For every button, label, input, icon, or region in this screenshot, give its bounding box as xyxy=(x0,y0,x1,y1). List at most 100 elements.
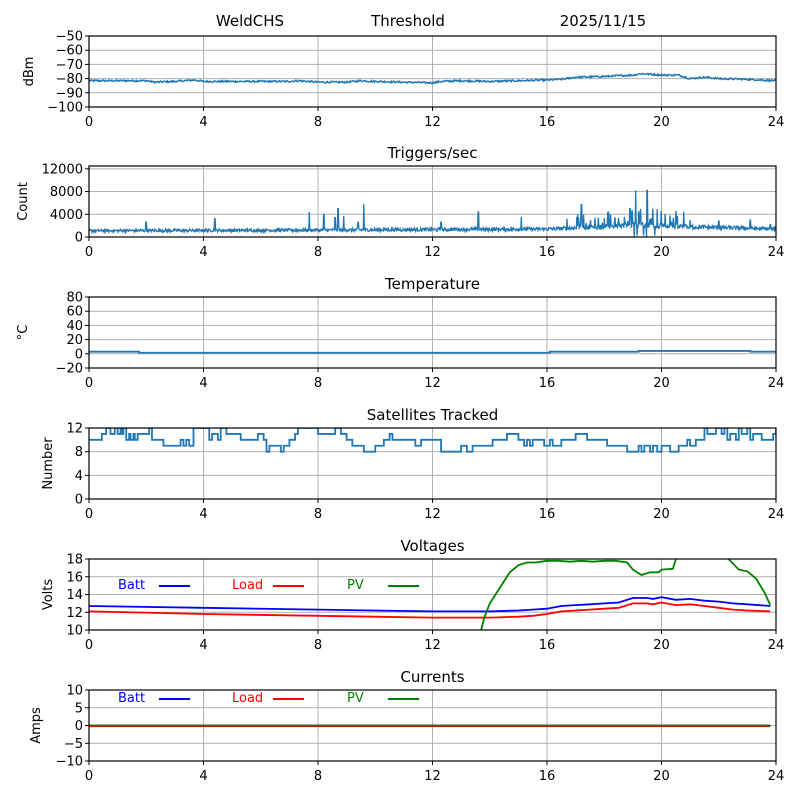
plot-frame xyxy=(88,296,777,369)
y-tick-label: −5 xyxy=(64,737,83,752)
x-tick-label: 4 xyxy=(199,769,207,784)
x-tick-label: 16 xyxy=(539,507,556,522)
x-tick-label: 8 xyxy=(314,245,322,260)
x-tick-label: 16 xyxy=(539,638,556,653)
legend-label-batt: Batt xyxy=(118,691,145,706)
y-tick-label: 8000 xyxy=(50,185,83,200)
plot-frame xyxy=(88,689,777,762)
x-tick-label: 20 xyxy=(653,376,670,391)
y-tick-label: 40 xyxy=(66,319,83,334)
chart-title: Currents xyxy=(400,668,464,686)
chart-title: Satellites Tracked xyxy=(367,406,498,424)
y-axis-label: Amps xyxy=(29,707,44,744)
y-tick-label: 0 xyxy=(75,719,83,734)
y-tick-label: 10 xyxy=(66,684,83,699)
series-group xyxy=(89,189,776,237)
chart-panel-voltages: Voltages Volts 0 4 8 12 16 20 24 10 12 14 16 18 Batt Lo… xyxy=(41,537,784,653)
y-tick-label: 0 xyxy=(75,231,83,246)
x-tick-label: 4 xyxy=(199,638,207,653)
series-group xyxy=(89,72,776,85)
chart-title: Triggers/sec xyxy=(387,144,478,162)
plot-frame xyxy=(88,35,777,108)
y-axis-label: Number xyxy=(41,437,56,490)
chart-panel-triggers: Triggers/sec Count 0 4 8 12 16 20 24 0 4000 8000 120… xyxy=(16,144,784,260)
y-tick-label: 18 xyxy=(66,553,83,568)
x-tick-label: 16 xyxy=(539,245,556,260)
series-line-batt xyxy=(89,596,771,613)
y-axis-label: Volts xyxy=(41,579,56,611)
plot-frame xyxy=(88,165,777,238)
y-tick-label: −10 xyxy=(56,755,83,770)
x-tick-label: 20 xyxy=(653,115,670,130)
x-tick-label: 24 xyxy=(768,507,785,522)
plot-frame xyxy=(88,558,777,631)
x-tick-label: 24 xyxy=(768,769,785,784)
x-tick-label: 8 xyxy=(314,769,322,784)
header-mode: Threshold xyxy=(370,12,445,30)
x-tick-label: 4 xyxy=(199,115,207,130)
series-line-satellites xyxy=(89,428,776,453)
y-axis-label: °C xyxy=(16,325,31,341)
x-tick-label: 12 xyxy=(424,115,441,130)
y-tick-label: 16 xyxy=(66,570,83,585)
x-tick-label: 12 xyxy=(424,376,441,391)
x-tick-label: 12 xyxy=(424,245,441,260)
y-tick-label: 60 xyxy=(66,305,83,320)
y-tick-label: 0 xyxy=(75,493,83,508)
series-group xyxy=(89,559,772,630)
x-tick-label: 8 xyxy=(314,376,322,391)
series-line-dbm xyxy=(89,72,776,85)
series-group xyxy=(89,724,771,728)
header-station: WeldCHS xyxy=(216,12,284,30)
x-tick-label: 24 xyxy=(768,376,785,391)
y-tick-label: 4 xyxy=(75,469,83,484)
y-tick-label: −50 xyxy=(56,30,83,45)
y-tick-label: 8 xyxy=(75,445,83,460)
legend-label-batt: Batt xyxy=(118,578,145,593)
x-tick-label: 12 xyxy=(424,507,441,522)
series-line-triggers xyxy=(89,189,776,237)
y-tick-label: 20 xyxy=(66,333,83,348)
header-date: 2025/11/15 xyxy=(560,12,646,30)
y-tick-label: 80 xyxy=(66,291,83,306)
x-tick-label: 0 xyxy=(85,245,93,260)
x-tick-label: 16 xyxy=(539,115,556,130)
x-tick-label: 0 xyxy=(85,769,93,784)
x-tick-label: 8 xyxy=(314,638,322,653)
y-tick-label: −100 xyxy=(47,101,83,116)
y-axis-label: dBm xyxy=(22,57,37,87)
y-tick-label: −80 xyxy=(56,72,83,87)
y-tick-label: −20 xyxy=(56,362,83,377)
x-tick-label: 0 xyxy=(85,638,93,653)
chart-panel-currents: Currents Amps 0 4 8 12 16 20 24 −10 −5 0 5 10 Batt Load… xyxy=(29,668,784,784)
x-tick-label: 24 xyxy=(768,245,785,260)
y-tick-label: 12 xyxy=(66,422,83,437)
chart-panel-rssi: dBm 0 4 8 12 16 20 24 −100−90−80−70−60−50 xyxy=(22,30,784,131)
x-tick-label: 16 xyxy=(539,376,556,391)
y-tick-label: 12 xyxy=(66,606,83,621)
series-group xyxy=(89,350,776,354)
x-tick-label: 24 xyxy=(768,115,785,130)
x-tick-label: 20 xyxy=(653,507,670,522)
x-tick-label: 0 xyxy=(85,376,93,391)
x-tick-label: 12 xyxy=(424,769,441,784)
x-tick-label: 20 xyxy=(653,769,670,784)
series-line-temperature xyxy=(89,350,776,354)
y-tick-label: 0 xyxy=(75,347,83,362)
x-tick-label: 4 xyxy=(199,245,207,260)
legend-label-load: Load xyxy=(232,691,263,706)
x-tick-label: 16 xyxy=(539,769,556,784)
y-tick-label: −90 xyxy=(56,86,83,101)
x-tick-label: 8 xyxy=(314,115,322,130)
y-tick-label: 12000 xyxy=(42,162,83,177)
x-tick-label: 20 xyxy=(653,245,670,260)
y-tick-label: −60 xyxy=(56,44,83,59)
y-axis-label: Count xyxy=(16,182,31,221)
chart-title: Voltages xyxy=(400,537,464,555)
x-tick-label: 12 xyxy=(424,638,441,653)
plot-frame xyxy=(88,427,777,500)
y-tick-label: 10 xyxy=(66,624,83,639)
